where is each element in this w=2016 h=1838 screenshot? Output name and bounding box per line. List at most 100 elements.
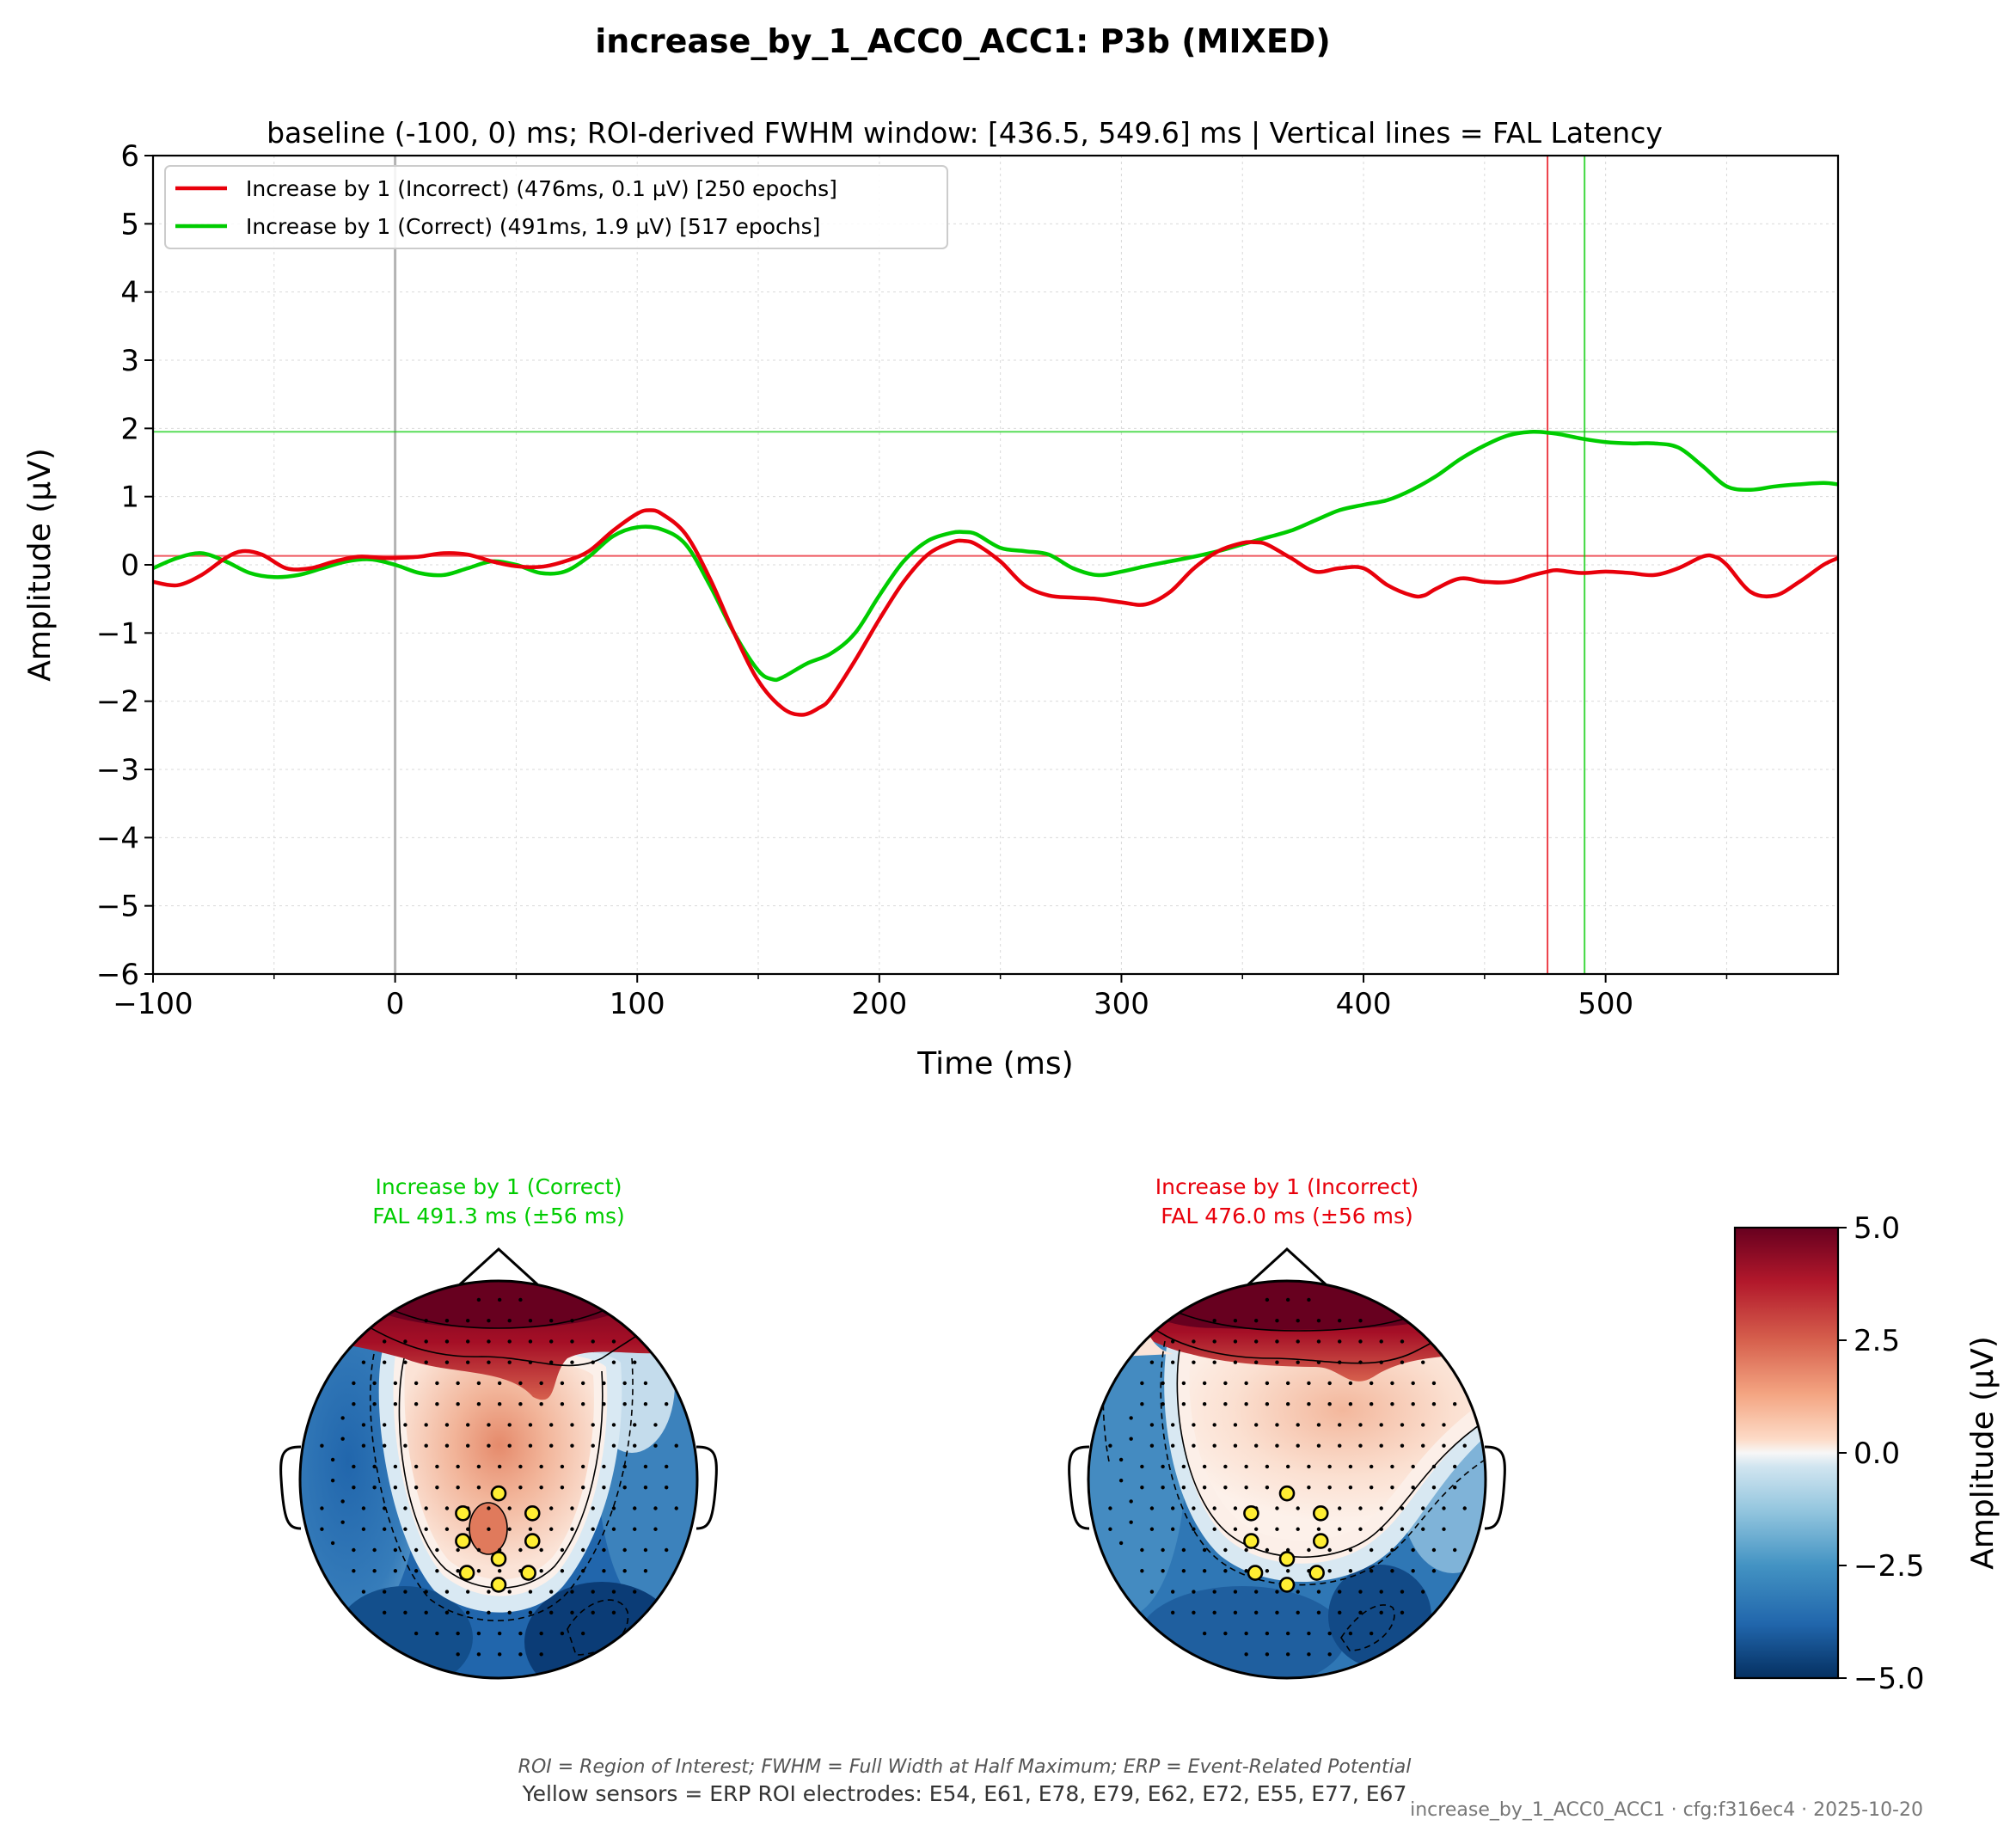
sensor-dot <box>456 1631 460 1636</box>
sensor-dot <box>1431 1402 1437 1406</box>
sensor-dot <box>643 1402 648 1406</box>
sensor-dot <box>435 1547 439 1553</box>
x-tick-label: 400 <box>1336 987 1392 1021</box>
sensor-dot <box>507 1590 512 1594</box>
sensor-dot <box>560 1464 565 1469</box>
sensor-dot <box>1400 1506 1405 1510</box>
sensor-dot <box>465 1527 470 1531</box>
sensor-dot <box>361 1506 366 1510</box>
sensor-dot <box>1348 1381 1353 1386</box>
roi-electrode-marker <box>458 1565 475 1581</box>
topomap-correct-nose <box>458 1247 539 1286</box>
y-tick-label: 5 <box>120 207 139 242</box>
sensor-dot <box>528 1527 533 1531</box>
topomap-incorrect-right-ear <box>1484 1445 1506 1530</box>
sensor-dot <box>560 1402 565 1406</box>
sensor-dot <box>372 1464 377 1469</box>
sensor-dot <box>633 1506 637 1510</box>
sensor-dot <box>1192 1610 1196 1614</box>
roi-electrode-marker <box>490 1551 507 1567</box>
y-axis-label: Amplitude (µV) <box>22 448 58 682</box>
sensor-dot <box>1192 1590 1196 1594</box>
sensor-dot <box>1161 1402 1165 1406</box>
sensor-dot <box>1431 1486 1437 1490</box>
sensor-dot <box>570 1339 574 1344</box>
sensor-dot <box>602 1381 606 1386</box>
sensor-dot <box>1170 1360 1175 1364</box>
sensor-dot <box>403 1339 407 1344</box>
sensor-dot <box>1338 1360 1342 1364</box>
sensor-dot <box>611 1443 616 1448</box>
sensor-dot <box>1400 1443 1405 1448</box>
x-tick-label: 300 <box>1094 987 1149 1021</box>
sensor-dot <box>507 1339 512 1344</box>
sensor-dot <box>1181 1381 1186 1386</box>
sensor-dot <box>1285 1381 1290 1386</box>
sensor-dot <box>643 1569 648 1573</box>
sensor-dot <box>1149 1443 1155 1448</box>
x-tick-label: 500 <box>1578 987 1633 1021</box>
sensor-dot <box>1161 1381 1165 1386</box>
sensor-dot <box>1181 1486 1186 1490</box>
y-tick-label: 6 <box>120 139 139 174</box>
sensor-dot <box>497 1297 502 1302</box>
sensor-dot <box>352 1486 356 1490</box>
sensor-dot <box>1244 1486 1248 1490</box>
colorbar-tick-label: −5.0 <box>1854 1662 1925 1696</box>
sensor-dot <box>1307 1464 1311 1469</box>
sensor-dot <box>456 1402 460 1406</box>
sensor-dot <box>476 1297 481 1302</box>
sensor-dot <box>1212 1610 1216 1614</box>
sensor-dot <box>465 1610 470 1614</box>
sensor-dot <box>549 1610 554 1614</box>
colorbar: 5.0 2.5 0.0 −2.5 −5.0 Amplitude (µV) <box>1733 1211 2001 1696</box>
sensor-dot <box>539 1464 543 1469</box>
sensor-dot <box>507 1610 512 1614</box>
sensor-dot <box>1369 1402 1374 1406</box>
sensor-dot <box>1327 1464 1332 1469</box>
sensor-dot <box>1379 1360 1383 1364</box>
y-tick-label: −1 <box>96 616 139 651</box>
sensor-dot <box>1244 1569 1248 1573</box>
sensor-dot <box>1233 1360 1238 1364</box>
sensor-dot <box>1118 1478 1124 1483</box>
sensor-dot <box>1338 1443 1342 1448</box>
sensor-dot <box>1327 1547 1332 1553</box>
sensor-dot <box>1140 1569 1144 1573</box>
sensor-dot <box>560 1486 565 1490</box>
sensor-dot <box>1296 1339 1300 1344</box>
sensor-dot <box>1358 1319 1363 1323</box>
sensor-dot <box>611 1590 616 1594</box>
sensor-dot <box>1181 1569 1186 1573</box>
series-line-1 <box>152 430 1839 683</box>
colorbar-tick-label: 2.5 <box>1854 1324 1900 1358</box>
sensor-dot <box>1358 1527 1363 1531</box>
sensor-dot <box>1233 1506 1238 1510</box>
sensor-dot <box>1296 1319 1300 1323</box>
sensor-dot <box>352 1547 356 1553</box>
y-tick-label: 4 <box>120 276 139 310</box>
sensor-dot <box>591 1527 595 1531</box>
sensor-dot <box>435 1486 439 1490</box>
sensor-dot <box>465 1360 470 1364</box>
sensor-dot <box>1192 1360 1196 1364</box>
sensor-dot <box>1431 1464 1437 1469</box>
sensor-dot <box>560 1631 565 1636</box>
sensor-dot <box>1233 1423 1238 1427</box>
sensor-dot <box>487 1506 491 1510</box>
sensor-dot <box>361 1360 366 1364</box>
sensor-dot <box>1285 1652 1290 1657</box>
sensor-dot <box>476 1402 481 1406</box>
sensor-dot <box>633 1443 637 1448</box>
sensor-dot <box>1140 1547 1144 1553</box>
sensor-dot <box>1223 1464 1228 1469</box>
topomap-correct-title-line2: FAL 491.3 ms (±56 ms) <box>372 1204 625 1228</box>
sensor-dot <box>414 1381 419 1386</box>
sensor-dot <box>1181 1547 1186 1553</box>
sensor-dot <box>1327 1402 1332 1406</box>
sensor-dot <box>497 1464 502 1469</box>
sensor-dot <box>465 1443 470 1448</box>
sensor-dot <box>622 1569 627 1573</box>
sensor-dot <box>643 1381 648 1386</box>
sensor-dot <box>1223 1381 1228 1386</box>
